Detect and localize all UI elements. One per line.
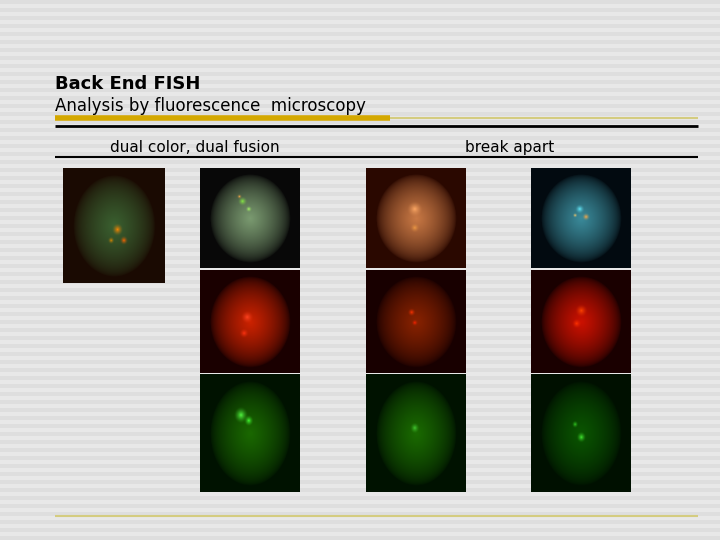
Bar (0, 216, 720, 220)
Bar (0, 328, 720, 332)
Bar (0, 352, 720, 356)
Bar (0, 512, 720, 516)
Bar (0, 8, 720, 12)
Bar (0, 192, 720, 196)
Bar (0, 224, 720, 228)
Bar (0, 344, 720, 348)
Bar (0, 488, 720, 492)
Bar (0, 536, 720, 540)
Bar (0, 456, 720, 460)
Bar (0, 448, 720, 452)
Bar (0, 168, 720, 172)
Bar (0, 472, 720, 476)
Bar (0, 160, 720, 164)
Bar (0, 288, 720, 292)
Bar (0, 88, 720, 92)
Bar (0, 432, 720, 436)
Bar (0, 360, 720, 364)
Bar (0, 0, 720, 4)
Text: break apart: break apart (465, 140, 554, 155)
Bar (0, 312, 720, 316)
Bar (0, 480, 720, 484)
Bar (0, 72, 720, 76)
Bar (0, 176, 720, 180)
Bar (0, 368, 720, 372)
Bar (0, 240, 720, 244)
Bar (0, 112, 720, 116)
Bar (0, 24, 720, 28)
Bar (0, 248, 720, 252)
Bar (0, 64, 720, 68)
Bar (0, 80, 720, 84)
Text: dual color, dual fusion: dual color, dual fusion (110, 140, 280, 155)
Bar (0, 56, 720, 60)
Bar (0, 272, 720, 276)
Bar (0, 496, 720, 500)
Bar (0, 320, 720, 324)
Bar (0, 184, 720, 188)
Bar (0, 440, 720, 444)
Bar (0, 256, 720, 260)
Bar (0, 200, 720, 204)
Bar (0, 384, 720, 388)
Bar (0, 128, 720, 132)
Bar (0, 392, 720, 396)
Bar (0, 208, 720, 212)
Bar (0, 336, 720, 340)
Bar (0, 32, 720, 36)
Bar (0, 48, 720, 52)
Bar (0, 304, 720, 308)
Text: Analysis by fluorescence  microscopy: Analysis by fluorescence microscopy (55, 97, 366, 115)
Bar (0, 232, 720, 236)
Bar (0, 296, 720, 300)
Bar (0, 16, 720, 20)
Bar (0, 136, 720, 140)
Bar (0, 520, 720, 524)
Bar (0, 528, 720, 532)
Bar (0, 144, 720, 148)
Bar (0, 96, 720, 100)
Bar (0, 400, 720, 404)
Bar (0, 264, 720, 268)
Bar (0, 416, 720, 420)
Bar (0, 464, 720, 468)
Bar (0, 408, 720, 412)
Bar (0, 504, 720, 508)
Bar (0, 120, 720, 124)
Bar (0, 376, 720, 380)
Bar (0, 40, 720, 44)
Text: Back End FISH: Back End FISH (55, 75, 200, 93)
Bar (0, 104, 720, 108)
Bar (0, 280, 720, 284)
Bar (0, 152, 720, 156)
Bar (0, 424, 720, 428)
